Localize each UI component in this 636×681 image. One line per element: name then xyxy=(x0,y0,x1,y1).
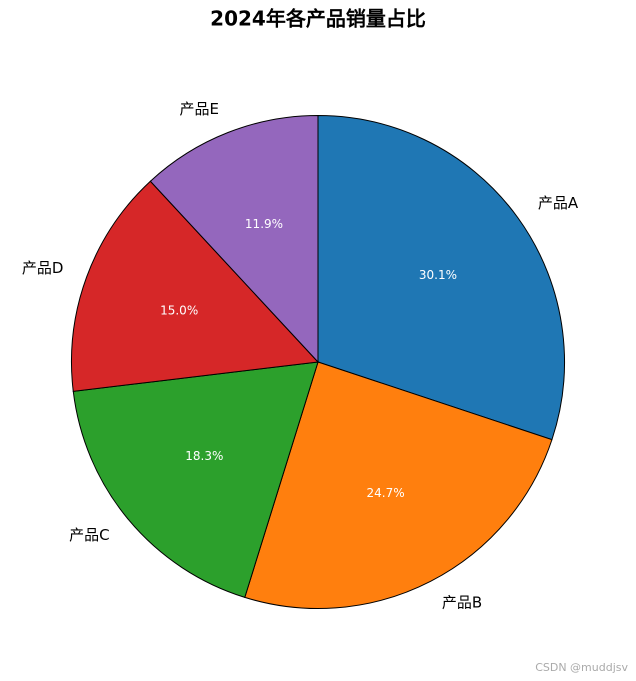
chart-title: 2024年各产品销量占比 xyxy=(210,7,426,31)
slice-label: 产品D xyxy=(22,259,64,277)
value-label: 18.3% xyxy=(185,449,223,463)
pie-slice xyxy=(317,114,565,441)
pie-slice xyxy=(71,180,320,392)
value-label: 24.7% xyxy=(366,486,404,500)
value-label: 15.0% xyxy=(160,304,198,318)
pie-slice xyxy=(244,361,553,609)
value-label: 30.1% xyxy=(419,268,457,282)
slice-label: 产品B xyxy=(442,594,482,612)
pie-slice xyxy=(72,361,319,599)
pie-slice xyxy=(149,114,319,364)
slice-label: 产品A xyxy=(538,194,579,212)
value-label: 11.9% xyxy=(245,217,283,231)
slice-label: 产品E xyxy=(179,100,218,118)
slice-label: 产品C xyxy=(69,526,109,544)
watermark: CSDN @muddjsv xyxy=(535,661,628,674)
